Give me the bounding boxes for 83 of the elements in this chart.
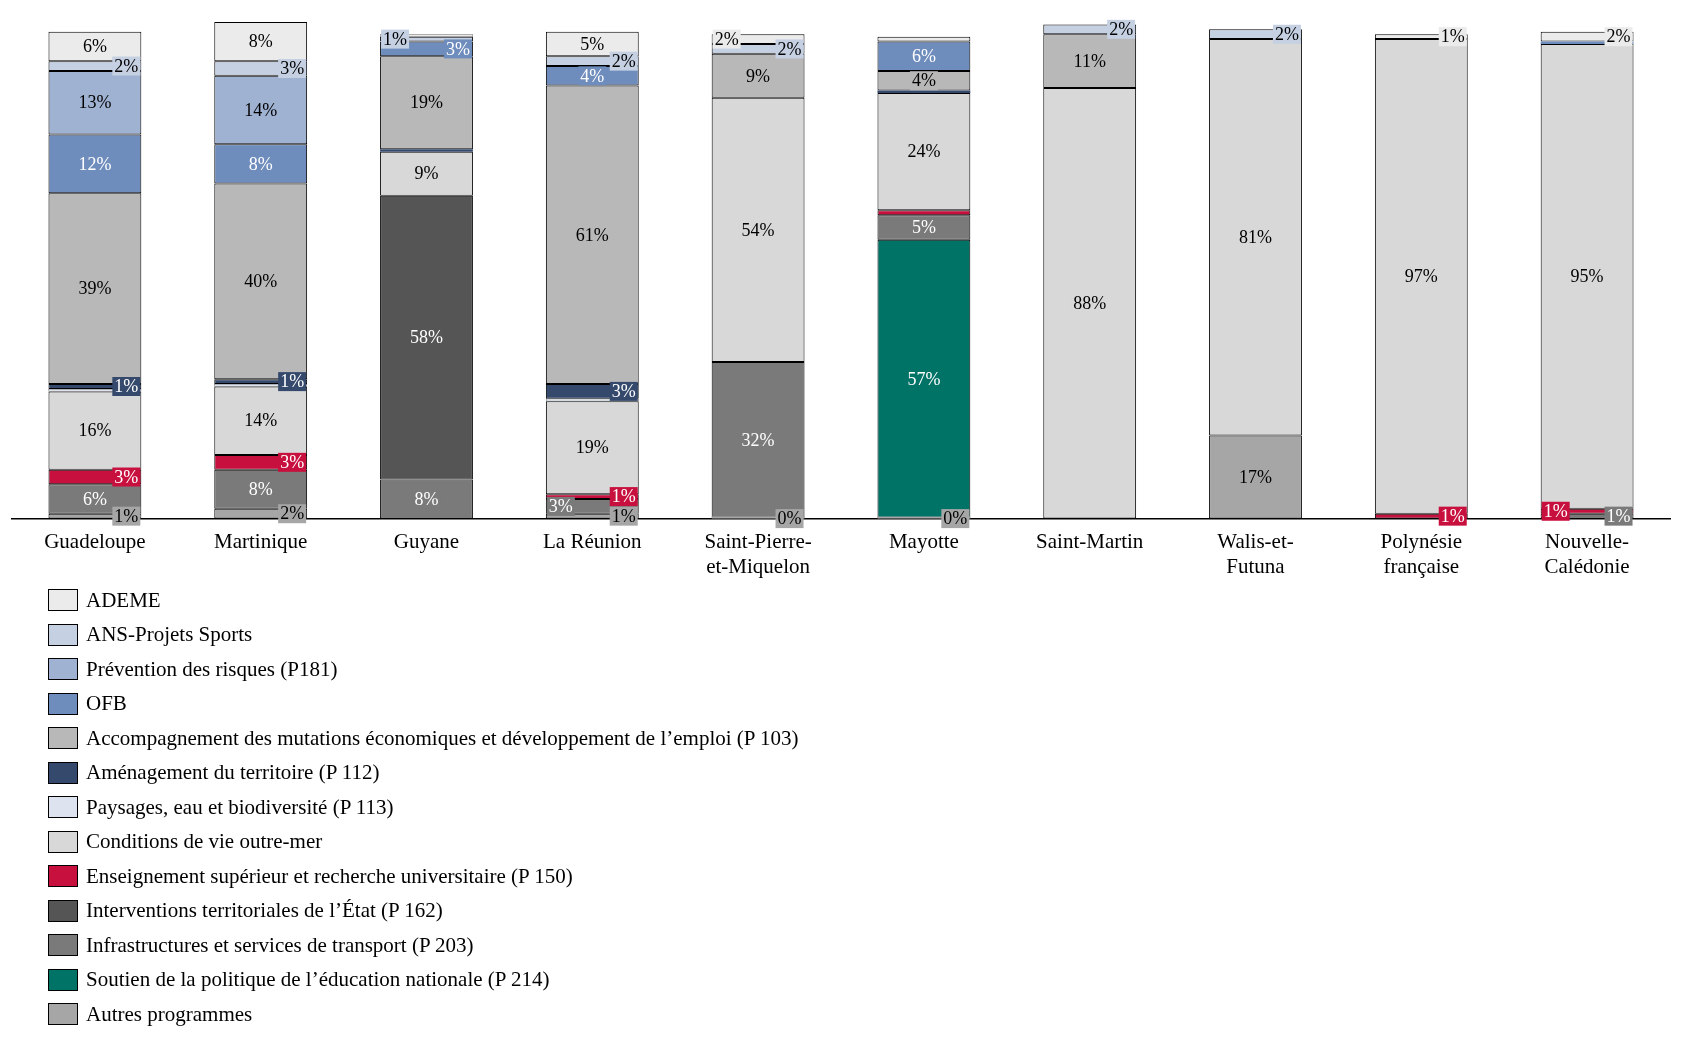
data-label: 17% [1239, 466, 1272, 487]
data-label: 16% [78, 420, 112, 441]
legend-label: ANS-Projets Sports [86, 622, 253, 648]
data-label: 2% [114, 55, 139, 76]
data-label: 97% [1404, 266, 1438, 287]
legend-label: Soutien de la politique de l’éducation nationale (P 214) [86, 967, 550, 993]
x-tick-label: Guadeloupe [44, 528, 146, 553]
data-label: 1% [611, 486, 636, 507]
data-label: 5% [580, 33, 605, 54]
data-label: 19% [410, 92, 443, 113]
data-label: 81% [1239, 227, 1272, 248]
data-label: 2% [714, 28, 739, 49]
data-label: 3% [548, 496, 573, 517]
legend-label: Interventions territoriales de l’État (P 162) [86, 898, 443, 924]
data-label: 2% [777, 38, 802, 59]
data-label: 3% [611, 381, 636, 402]
data-label: 1% [1440, 505, 1465, 526]
data-label: 6% [82, 488, 107, 509]
data-label: 19% [575, 437, 609, 458]
legend-label: Autres programmes [86, 1001, 253, 1027]
data-label: 2% [1606, 26, 1631, 47]
data-label: 14% [244, 99, 278, 120]
data-label: 3% [445, 38, 470, 59]
x-tick-label: Mayotte [888, 528, 959, 553]
data-label: 0% [943, 508, 968, 529]
x-tick-label: Guyane [393, 528, 460, 553]
data-label: 54% [741, 219, 775, 240]
x-tick-label: La Réunion [543, 528, 643, 553]
data-label: 1% [383, 28, 408, 49]
data-label: 9% [746, 65, 771, 86]
data-label: 8% [414, 488, 439, 509]
legend-label: Conditions de vie outre-mer [86, 829, 323, 855]
data-label: 13% [78, 92, 112, 113]
x-tick-label: Polynésie française [1380, 528, 1463, 578]
data-label: 0% [777, 508, 802, 529]
data-label: 2% [280, 503, 305, 524]
data-label: 3% [114, 466, 139, 487]
data-label: 2% [611, 50, 636, 71]
data-label: 1% [114, 505, 139, 526]
data-label: 6% [911, 45, 936, 66]
data-label: 58% [410, 327, 443, 348]
data-label: 8% [248, 31, 273, 52]
data-label: 88% [1073, 293, 1107, 314]
data-label: 32% [741, 430, 775, 451]
data-label: 1% [1440, 26, 1465, 47]
legend-label: Enseignement supérieur et recherche universitaire (P 150) [86, 863, 573, 889]
data-label: 8% [248, 153, 273, 174]
data-label: 39% [78, 278, 112, 299]
data-label: 3% [280, 58, 305, 79]
legend-label: Infrastructures et services de transport (P 203) [86, 932, 474, 958]
data-label: 61% [575, 224, 609, 245]
data-label: 1% [280, 371, 305, 392]
data-label: 12% [78, 153, 112, 174]
data-label: 40% [244, 271, 278, 292]
data-label: 9% [414, 163, 439, 184]
x-tick-label: Martinique [214, 528, 308, 553]
data-label: 6% [82, 36, 107, 57]
x-tick-label: Walis-et-Futuna [1217, 528, 1294, 578]
data-label: 1% [1606, 505, 1631, 526]
data-label: 57% [907, 368, 941, 389]
data-label: 4% [580, 65, 605, 86]
x-tick-label: Saint-Pierre-et-Miquelon [704, 528, 812, 578]
data-label: 2% [1109, 19, 1134, 40]
legend-label: Aménagement du territoire (P 112) [86, 760, 380, 786]
data-label: 1% [114, 376, 139, 397]
data-label: 1% [611, 505, 636, 526]
data-label: 11% [1073, 50, 1106, 71]
data-label: 2% [1274, 23, 1299, 44]
legend-label: ADEME [86, 587, 161, 613]
x-tick-label: Saint-Martin [1036, 528, 1144, 553]
data-label: 5% [911, 217, 936, 238]
legend-label: Paysages, eau et biodiversité (P 113) [86, 794, 394, 820]
data-label: 14% [244, 410, 278, 431]
data-label: 4% [911, 70, 936, 91]
data-label: 8% [248, 478, 273, 499]
legend-label: Accompagnement des mutations économiques et développement de l’emploi (P 103) [86, 725, 799, 751]
data-label: 24% [907, 141, 941, 162]
legend-label: OFB [86, 691, 127, 717]
data-label: 1% [1543, 501, 1568, 521]
data-label: 3% [280, 452, 305, 473]
legend-label: Prévention des risques (P181) [86, 656, 338, 682]
x-tick-label: Nouvelle-Calédonie [1544, 528, 1630, 578]
data-label: 95% [1570, 266, 1604, 287]
